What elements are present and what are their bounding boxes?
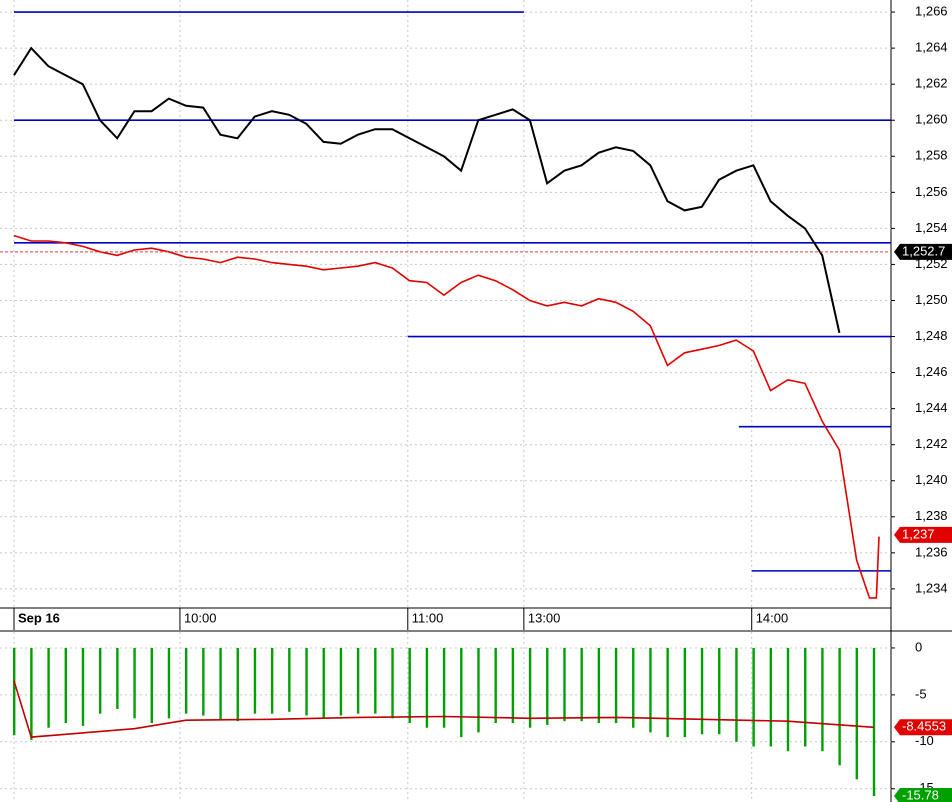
histogram-bar [322, 647, 325, 719]
y-tick-label: 1,262 [915, 76, 948, 91]
y-tick-label: 1,266 [915, 4, 948, 19]
histogram-bar [614, 647, 618, 724]
y-tick-label: -10 [915, 733, 934, 748]
histogram-bar [683, 647, 687, 738]
histogram-bar [391, 647, 394, 719]
histogram-bar [580, 647, 583, 722]
histogram-bar [116, 647, 119, 709]
value-badge [894, 788, 952, 802]
y-tick-label: 1,236 [915, 544, 948, 559]
y-tick-label: 0 [915, 639, 922, 654]
value-badge-label: 1,237 [902, 526, 935, 541]
histogram-bar [460, 647, 463, 738]
histogram-bar [666, 647, 669, 738]
histogram-bar [528, 647, 532, 728]
x-tick-label: 10:00 [184, 610, 217, 625]
y-tick-label: 1,250 [915, 292, 948, 307]
histogram-bar [649, 647, 652, 733]
y-tick-label: -5 [915, 686, 927, 701]
histogram-bar [752, 647, 755, 747]
histogram-bar [81, 647, 85, 726]
histogram-bar [597, 647, 601, 724]
histogram-bar [546, 647, 549, 725]
x-tick-label: 14:00 [756, 610, 789, 625]
histogram-bar [821, 647, 824, 752]
histogram-bar [786, 647, 790, 752]
histogram-bar [735, 647, 738, 742]
histogram-bar [494, 647, 497, 724]
histogram-bar [133, 647, 136, 719]
value-badge [894, 243, 952, 260]
y-tick-label: 1,260 [915, 112, 948, 127]
series-line [13, 680, 874, 738]
y-tick-label: 1,254 [915, 220, 948, 235]
y-tick-label: 1,242 [915, 436, 948, 451]
histogram-bar [872, 647, 876, 797]
histogram-bar [184, 647, 188, 714]
histogram-bar [219, 647, 222, 721]
histogram-bar [64, 647, 67, 724]
value-badge [894, 526, 952, 543]
value-badge-label: 1,252.7 [902, 243, 945, 258]
histogram-bar [769, 647, 773, 747]
x-tick-label: 13:00 [528, 610, 561, 625]
histogram-bar [408, 647, 411, 724]
histogram-bar [442, 647, 446, 728]
histogram-bar [236, 647, 239, 722]
histogram-bar [253, 647, 257, 714]
y-tick-label: 1,238 [915, 508, 948, 523]
histogram-bar [700, 647, 704, 735]
histogram-bar [804, 647, 807, 747]
histogram-bar [13, 647, 16, 736]
histogram-bar [305, 647, 308, 716]
histogram-bar [288, 647, 291, 712]
x-tick-label: 11:00 [412, 610, 444, 625]
x-tick-label: Sep 16 [18, 610, 60, 625]
histogram-bar [270, 647, 274, 714]
histogram-bar [477, 647, 480, 733]
series-line [13, 234, 880, 599]
y-tick-label: 1,258 [915, 148, 948, 163]
value-badge-label: -8.4553 [902, 719, 946, 734]
histogram-bar [98, 647, 102, 714]
y-tick-label: 1,248 [915, 328, 948, 343]
histogram-bar [356, 647, 360, 714]
y-tick-label: 1,246 [915, 364, 948, 379]
value-badge-label: -15.78 [902, 787, 939, 802]
series-line [13, 46, 841, 334]
histogram-bar [511, 647, 515, 724]
y-tick-label: 1,240 [915, 472, 948, 487]
histogram-bar [718, 647, 721, 735]
histogram-bar [167, 647, 171, 719]
value-badge [894, 719, 952, 736]
histogram-bar [855, 647, 859, 780]
histogram-bar [838, 647, 841, 766]
histogram-bar [632, 647, 635, 728]
y-tick-label: 1,256 [915, 184, 948, 199]
histogram-bar [150, 647, 153, 724]
histogram-bar [339, 647, 343, 716]
histogram-bar [30, 647, 33, 740]
histogram-bar [374, 647, 377, 714]
histogram-bar [563, 647, 566, 722]
histogram-bar [202, 647, 205, 716]
y-tick-label: 1,234 [915, 580, 948, 595]
histogram-bar [47, 647, 50, 728]
y-tick-label: 1,244 [915, 400, 948, 415]
y-tick-label: 1,264 [915, 40, 948, 55]
histogram-bar [425, 647, 429, 728]
